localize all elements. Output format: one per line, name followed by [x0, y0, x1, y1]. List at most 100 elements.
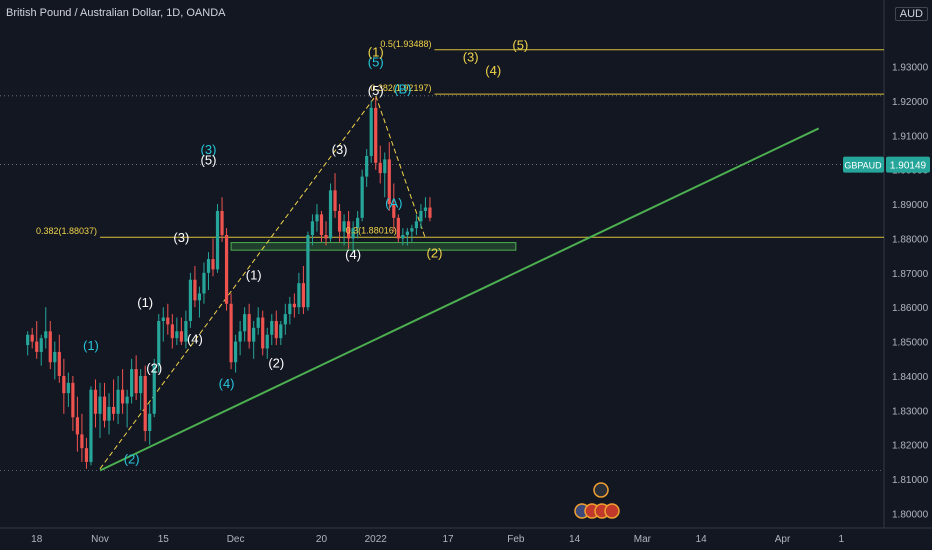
wave-label: (4)	[219, 376, 235, 391]
candle	[410, 224, 414, 242]
price-tick-label: 1.81000	[892, 475, 929, 486]
fib-lines: 0.5(1.93488) 0.382(1.92197) 0.382(1.88037)	[36, 39, 884, 238]
candle	[378, 145, 382, 184]
candle-body	[148, 413, 152, 431]
candle-body	[378, 162, 382, 174]
candle	[188, 272, 192, 328]
event-icons[interactable]	[574, 482, 620, 519]
price-tick-label: 1.84000	[892, 372, 929, 383]
candle-body	[365, 155, 369, 177]
candle	[30, 327, 34, 349]
candle-body	[419, 210, 423, 222]
candle-body	[48, 331, 52, 363]
wave-label: (B)	[394, 81, 411, 96]
candle	[243, 307, 247, 342]
candle-body	[130, 369, 134, 397]
wave-label: (2)	[268, 355, 284, 370]
candle	[53, 341, 57, 380]
candle	[139, 369, 143, 411]
candle	[179, 317, 183, 346]
candle-body	[392, 204, 396, 218]
dashed-wave-line	[375, 95, 426, 239]
candle	[166, 303, 170, 335]
wave-label: 0.3(1.88016)	[346, 225, 397, 235]
candle-body	[75, 417, 79, 435]
candle	[324, 221, 328, 246]
candle	[224, 228, 229, 311]
candle-body	[98, 396, 102, 414]
candle-body	[369, 107, 373, 156]
wave-label: (5)	[368, 55, 384, 70]
candle	[374, 97, 378, 170]
candle-body	[247, 314, 251, 342]
candle	[75, 396, 79, 452]
candle	[57, 334, 61, 383]
candle-body	[220, 210, 224, 236]
wave-labels: (1)(2)(1)(2)(3)(4)(3)(5)(4)(1)(2)(3)(4)0…	[83, 37, 528, 466]
candle	[347, 210, 351, 249]
price-tick-label: 1.80000	[892, 509, 929, 520]
candle	[392, 183, 396, 232]
candle-body	[224, 235, 229, 304]
candle	[98, 382, 102, 438]
candle	[107, 393, 111, 435]
time-tick-label: 14	[696, 534, 708, 545]
currency-label[interactable]: AUD	[894, 7, 928, 21]
trendlines	[99, 95, 820, 472]
candle	[102, 382, 107, 428]
candle-body	[405, 231, 409, 236]
price-tick-label: 1.88000	[892, 234, 929, 245]
candle	[319, 210, 324, 242]
candle	[84, 437, 89, 469]
time-axis[interactable]: 18 Nov 15 Dec 20 2022 17 Feb 14 Mar 14 Apr 1	[31, 534, 844, 545]
time-tick-label: 2022	[365, 534, 388, 545]
flag-event-icon	[604, 503, 620, 519]
candle	[419, 204, 423, 229]
candle-body	[319, 214, 324, 236]
candle	[44, 307, 48, 349]
candle-body	[423, 207, 428, 211]
candle	[229, 293, 233, 370]
candle-body	[306, 235, 310, 308]
price-tick-label: 1.86000	[892, 303, 929, 314]
candle-body	[229, 303, 233, 363]
time-tick-label: Feb	[507, 534, 525, 545]
candle-body	[215, 210, 220, 270]
candle-body	[93, 389, 98, 414]
candle-body	[238, 331, 242, 342]
candle-body	[188, 279, 192, 321]
candle	[234, 334, 238, 373]
symbol-tag-box	[843, 156, 884, 173]
wave-label: (5)	[512, 37, 528, 52]
economic-event-icon	[593, 482, 609, 498]
candle	[351, 221, 355, 253]
candle-body	[111, 406, 116, 414]
candle-body	[383, 159, 387, 174]
candle	[283, 303, 287, 335]
price-axis[interactable]: 1.930001.920001.910001.900001.890001.880…	[892, 63, 929, 521]
candle	[125, 389, 129, 428]
candle-body	[143, 375, 147, 431]
candle	[130, 358, 134, 404]
symbol-tag-label: GBPAUD	[844, 161, 882, 171]
wave-label: (5)	[201, 153, 217, 168]
candle	[356, 210, 360, 239]
candle	[369, 100, 373, 163]
candle-body	[347, 221, 351, 239]
candle	[71, 375, 75, 431]
candle-body	[333, 190, 337, 211]
candle-body	[84, 448, 89, 462]
candle-body	[26, 334, 30, 346]
candle-body	[274, 320, 278, 339]
candle-body	[256, 317, 260, 328]
time-tick-label: 1	[838, 534, 844, 545]
candle	[256, 307, 260, 335]
candle	[306, 231, 310, 311]
fib-label: 0.382(1.92197)	[370, 83, 431, 93]
candle-body	[356, 217, 360, 229]
price-tick-label: 1.87000	[892, 269, 929, 280]
candle	[134, 355, 138, 401]
candle-body	[279, 324, 283, 339]
